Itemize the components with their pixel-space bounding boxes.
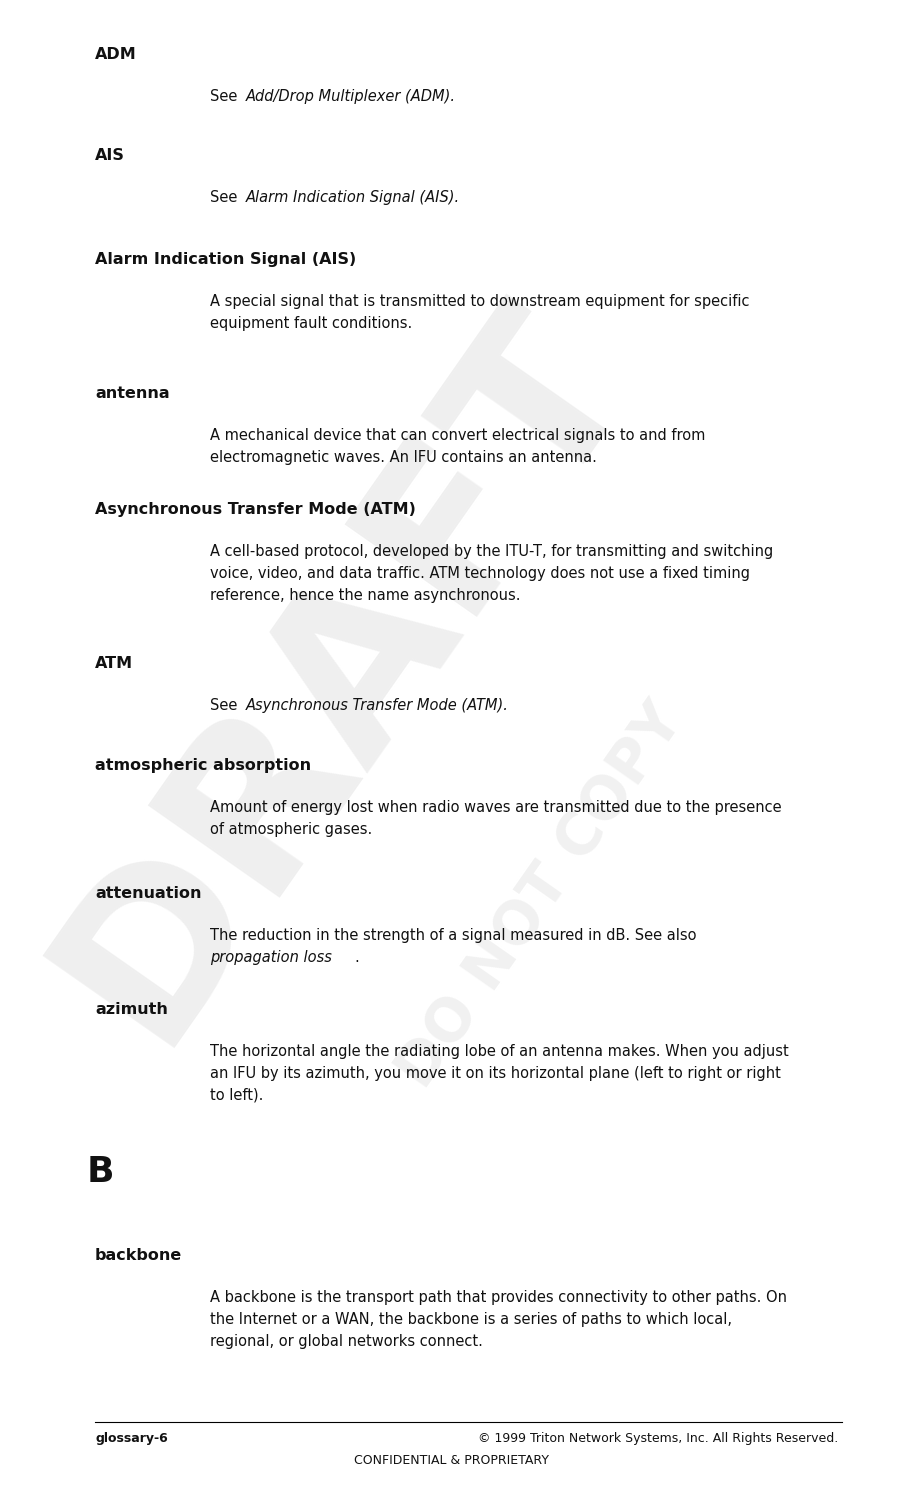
Text: electromagnetic waves. An IFU contains an antenna.: electromagnetic waves. An IFU contains a…	[210, 449, 597, 464]
Text: Asynchronous Transfer Mode (ATM): Asynchronous Transfer Mode (ATM)	[95, 502, 416, 517]
Text: Asynchronous Transfer Mode (ATM).: Asynchronous Transfer Mode (ATM).	[246, 699, 509, 714]
Text: to left).: to left).	[210, 1088, 263, 1103]
Text: propagation loss: propagation loss	[210, 950, 332, 964]
Text: The horizontal angle the radiating lobe of an antenna makes. When you adjust: The horizontal angle the radiating lobe …	[210, 1044, 788, 1059]
Text: an IFU by its azimuth, you move it on its horizontal plane (left to right or rig: an IFU by its azimuth, you move it on it…	[210, 1066, 781, 1081]
Text: A mechanical device that can convert electrical signals to and from: A mechanical device that can convert ele…	[210, 428, 705, 443]
Text: A special signal that is transmitted to downstream equipment for specific: A special signal that is transmitted to …	[210, 294, 750, 309]
Text: of atmospheric gases.: of atmospheric gases.	[210, 823, 373, 838]
Text: glossary-6: glossary-6	[95, 1432, 168, 1445]
Text: attenuation: attenuation	[95, 885, 201, 900]
Text: DRAFT: DRAFT	[17, 270, 668, 1073]
Text: See: See	[210, 699, 242, 714]
Text: A backbone is the transport path that provides connectivity to other paths. On: A backbone is the transport path that pr…	[210, 1290, 787, 1305]
Text: regional, or global networks connect.: regional, or global networks connect.	[210, 1335, 483, 1350]
Text: B: B	[87, 1156, 115, 1188]
Text: Alarm Indication Signal (AIS).: Alarm Indication Signal (AIS).	[246, 190, 460, 205]
Text: Add/Drop Multiplexer (ADM).: Add/Drop Multiplexer (ADM).	[246, 90, 456, 105]
Text: Amount of energy lost when radio waves are transmitted due to the presence: Amount of energy lost when radio waves a…	[210, 800, 782, 815]
Text: .: .	[354, 950, 359, 964]
Text: equipment fault conditions.: equipment fault conditions.	[210, 317, 412, 331]
Text: CONFIDENTIAL & PROPRIETARY: CONFIDENTIAL & PROPRIETARY	[354, 1454, 548, 1468]
Text: A cell-based protocol, developed by the ITU-T, for transmitting and switching: A cell-based protocol, developed by the …	[210, 543, 773, 558]
Text: voice, video, and data traffic. ATM technology does not use a fixed timing: voice, video, and data traffic. ATM tech…	[210, 566, 750, 581]
Text: DO NOT COPY: DO NOT COPY	[388, 693, 695, 1099]
Text: antenna: antenna	[95, 387, 170, 402]
Text: backbone: backbone	[95, 1248, 182, 1263]
Text: atmospheric absorption: atmospheric absorption	[95, 758, 311, 773]
Text: See: See	[210, 190, 242, 205]
Text: the Internet or a WAN, the backbone is a series of paths to which local,: the Internet or a WAN, the backbone is a…	[210, 1312, 732, 1327]
Text: Alarm Indication Signal (AIS): Alarm Indication Signal (AIS)	[95, 252, 356, 267]
Text: The reduction in the strength of a signal measured in dB. See also: The reduction in the strength of a signa…	[210, 929, 696, 944]
Text: See: See	[210, 90, 242, 105]
Text: ATM: ATM	[95, 655, 133, 670]
Text: reference, hence the name asynchronous.: reference, hence the name asynchronous.	[210, 588, 520, 603]
Text: ADM: ADM	[95, 46, 137, 63]
Text: AIS: AIS	[95, 148, 124, 163]
Text: azimuth: azimuth	[95, 1002, 168, 1017]
Text: © 1999 Triton Network Systems, Inc. All Rights Reserved.: © 1999 Triton Network Systems, Inc. All …	[478, 1432, 839, 1445]
